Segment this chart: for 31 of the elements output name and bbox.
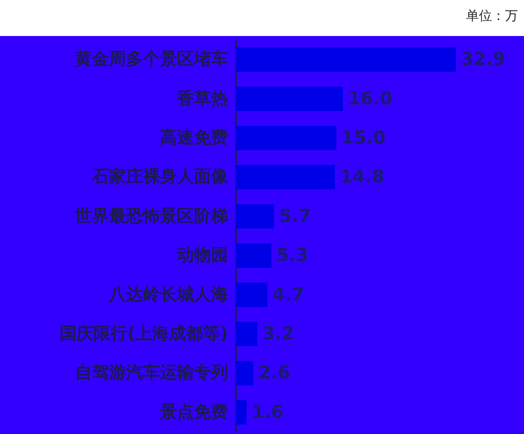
bar (236, 165, 335, 190)
y-tick-label: 景点免费 (159, 402, 228, 422)
bar (236, 361, 254, 386)
data-label: 15.0 (341, 128, 386, 148)
bar (236, 47, 456, 72)
bar (236, 204, 274, 229)
data-label: 2.6 (258, 362, 290, 384)
y-tick-label: 自驾游汽车运输专列 (75, 363, 228, 384)
y-tick-label: 世界最恐怖景区阶梯 (74, 206, 228, 226)
data-label: 4.7 (272, 284, 304, 306)
y-tick-label: 石家庄裸身人面像 (91, 167, 229, 188)
data-label: 1.6 (252, 402, 284, 423)
y-tick-label: 香草热 (176, 88, 228, 109)
data-label: 32.9 (461, 49, 506, 70)
y-tick-label: 高速免费 (160, 128, 228, 148)
y-tick-label: 国庆限行(上海成都等) (59, 324, 228, 344)
bar (236, 400, 247, 425)
bar (236, 282, 268, 307)
data-label: 5.3 (276, 245, 308, 266)
data-label: 14.8 (340, 166, 384, 188)
y-tick-label: 动物园 (176, 246, 228, 266)
bar (236, 322, 258, 346)
bar (236, 126, 336, 150)
y-tick-label: 黄金周多个景区堵车 (74, 50, 228, 70)
y-tick-label: 八达岭长城人海 (108, 284, 228, 305)
bar (236, 243, 272, 268)
data-label: 16.0 (348, 88, 392, 110)
data-label: 3.2 (262, 324, 294, 344)
bar (236, 86, 343, 111)
data-label: 5.7 (279, 206, 312, 227)
text: 单位：万 (466, 9, 518, 24)
